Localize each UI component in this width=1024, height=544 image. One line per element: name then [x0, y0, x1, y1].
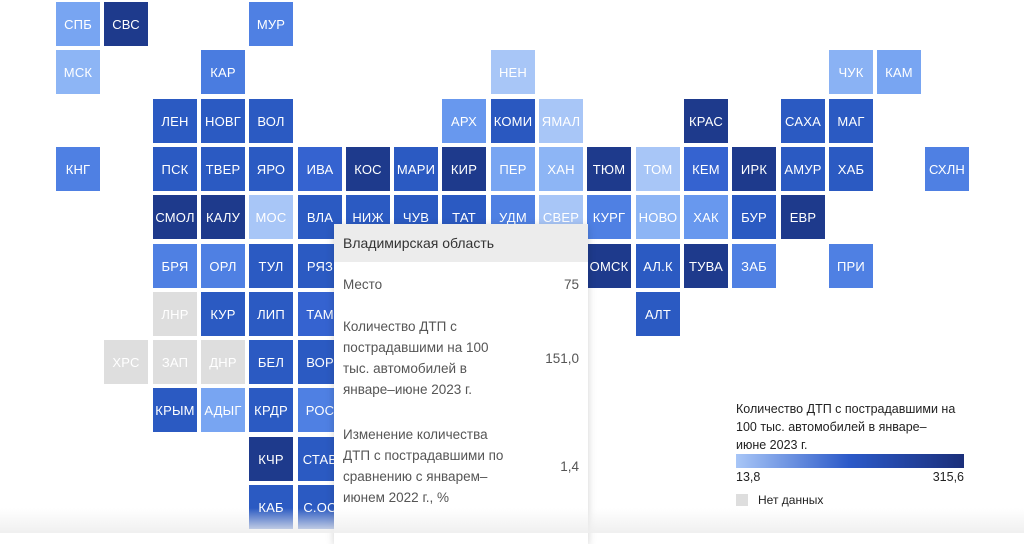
region-tile[interactable]: СПБ: [56, 2, 100, 46]
legend-nodata-label: Нет данных: [758, 493, 824, 507]
region-tile[interactable]: КУРГ: [587, 195, 631, 239]
region-tile[interactable]: СМОЛ: [153, 195, 197, 239]
region-tile[interactable]: ТУВА: [684, 244, 728, 288]
region-tooltip: Владимирская область Место 75 Количество…: [334, 224, 588, 544]
region-tile[interactable]: АРХ: [442, 99, 486, 143]
region-tile[interactable]: ВОЛ: [249, 99, 293, 143]
region-tile[interactable]: СХЛН: [925, 147, 969, 191]
region-tile[interactable]: НОВГ: [201, 99, 245, 143]
region-tile[interactable]: МСК: [56, 50, 100, 94]
region-tile[interactable]: ТВЕР: [201, 147, 245, 191]
tooltip-value-rank: 75: [563, 277, 579, 292]
region-tile[interactable]: КРДР: [249, 388, 293, 432]
region-tile[interactable]: ХРС: [104, 340, 148, 384]
region-tile[interactable]: БЕЛ: [249, 340, 293, 384]
tooltip-row-accidents: Количество ДТП с пострадавшими на 100 ты…: [343, 316, 579, 400]
region-tile[interactable]: АЛТ: [636, 292, 680, 336]
region-tile[interactable]: ХАБ: [829, 147, 873, 191]
region-tile[interactable]: ТЮМ: [587, 147, 631, 191]
region-tile[interactable]: ЛЕН: [153, 99, 197, 143]
legend-nodata-swatch: [736, 494, 748, 506]
region-tile[interactable]: ПРИ: [829, 244, 873, 288]
tooltip-label-accidents: Количество ДТП с пострадавшими на 100 ты…: [343, 319, 489, 397]
region-tile[interactable]: БРЯ: [153, 244, 197, 288]
region-tile[interactable]: БУР: [732, 195, 776, 239]
region-tile[interactable]: ПСК: [153, 147, 197, 191]
region-tile[interactable]: КУР: [201, 292, 245, 336]
region-tile[interactable]: КЕМ: [684, 147, 728, 191]
region-tile[interactable]: КАМ: [877, 50, 921, 94]
tooltip-title: Владимирская область: [334, 224, 588, 262]
region-tile[interactable]: КНГ: [56, 147, 100, 191]
legend-title: Количество ДТП с пострадавшими на 100 ты…: [736, 402, 956, 452]
region-tile[interactable]: НЕН: [491, 50, 535, 94]
region-tile[interactable]: ПЕР: [491, 147, 535, 191]
region-tile[interactable]: АДЫГ: [201, 388, 245, 432]
region-tile[interactable]: КРЫМ: [153, 388, 197, 432]
legend-max-value: 315,6: [932, 470, 964, 484]
region-tile[interactable]: КОС: [346, 147, 390, 191]
region-tile[interactable]: ЗАП: [153, 340, 197, 384]
region-tile[interactable]: ЧУК: [829, 50, 873, 94]
region-tile[interactable]: ИВА: [298, 147, 342, 191]
tooltip-label-change: Изменение количества ДТП с пострадавшими…: [343, 427, 504, 505]
region-tile[interactable]: ЛИП: [249, 292, 293, 336]
region-tile[interactable]: ОМСК: [587, 244, 631, 288]
tooltip-row-change: Изменение количества ДТП с пострадавшими…: [343, 424, 579, 508]
map-legend: Количество ДТП с пострадавшими на 100 ты…: [736, 400, 966, 507]
region-tile[interactable]: ДНР: [201, 340, 245, 384]
region-tile[interactable]: КРАС: [684, 99, 728, 143]
region-tile[interactable]: АЛ.К: [636, 244, 680, 288]
region-tile[interactable]: ЯМАЛ: [539, 99, 583, 143]
region-tile[interactable]: ЛНР: [153, 292, 197, 336]
region-tile[interactable]: КИР: [442, 147, 486, 191]
region-tile[interactable]: КАБ: [249, 485, 293, 529]
region-tile[interactable]: МУР: [249, 2, 293, 46]
tooltip-value-change: 1,4: [560, 458, 579, 474]
region-tile[interactable]: МАГ: [829, 99, 873, 143]
legend-color-scale: [736, 454, 964, 468]
region-tile[interactable]: ЯРО: [249, 147, 293, 191]
legend-min-value: 13,8: [736, 470, 761, 484]
region-tile[interactable]: СВС: [104, 2, 148, 46]
region-tile[interactable]: АМУР: [781, 147, 825, 191]
region-tile[interactable]: ЗАБ: [732, 244, 776, 288]
tooltip-row-rank: Место 75: [343, 274, 579, 295]
tooltip-label-rank: Место: [343, 277, 383, 292]
region-tile[interactable]: КОМИ: [491, 99, 535, 143]
tooltip-value-accidents: 151,0: [545, 350, 579, 366]
region-tile[interactable]: НОВО: [636, 195, 680, 239]
region-tile[interactable]: МОС: [249, 195, 293, 239]
region-tile[interactable]: КАР: [201, 50, 245, 94]
region-tile[interactable]: ЕВР: [781, 195, 825, 239]
region-tile[interactable]: МАРИ: [394, 147, 438, 191]
region-tile[interactable]: САХА: [781, 99, 825, 143]
region-tile[interactable]: КЧР: [249, 437, 293, 481]
region-tile[interactable]: ХАК: [684, 195, 728, 239]
region-tile[interactable]: ХАН: [539, 147, 583, 191]
region-tile[interactable]: ТОМ: [636, 147, 680, 191]
region-tile[interactable]: ОРЛ: [201, 244, 245, 288]
region-tile[interactable]: ТУЛ: [249, 244, 293, 288]
region-tile[interactable]: КАЛУ: [201, 195, 245, 239]
region-tile[interactable]: ИРК: [732, 147, 776, 191]
